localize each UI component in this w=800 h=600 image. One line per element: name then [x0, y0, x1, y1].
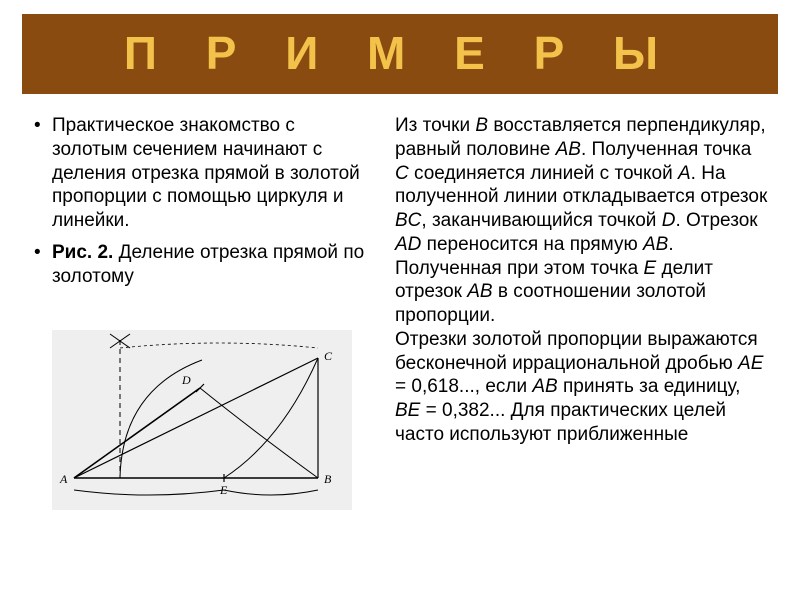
svg-text:D: D — [181, 373, 191, 387]
svg-text:E: E — [219, 483, 228, 497]
fig-label: Рис. 2. — [52, 242, 113, 263]
svg-text:B: B — [324, 472, 332, 486]
slide: П Р И М Е Р Ы Практическое знакомство с … — [0, 0, 800, 600]
svg-text:C: C — [324, 349, 333, 363]
svg-text:A: A — [59, 472, 68, 486]
golden-ratio-figure: A B C D E — [52, 330, 352, 510]
bullet-intro: Практическое знакомство с золотым сечени… — [30, 114, 375, 233]
bullet-figure-caption: Рис. 2. Деление отрезка прямой по золото… — [30, 241, 375, 289]
right-column: Из точки B восставляется перпендикуляр, … — [395, 114, 770, 447]
description-text: Из точки B восставляется перпендикуляр, … — [395, 114, 770, 447]
slide-title: П Р И М Е Р Ы — [22, 14, 778, 94]
